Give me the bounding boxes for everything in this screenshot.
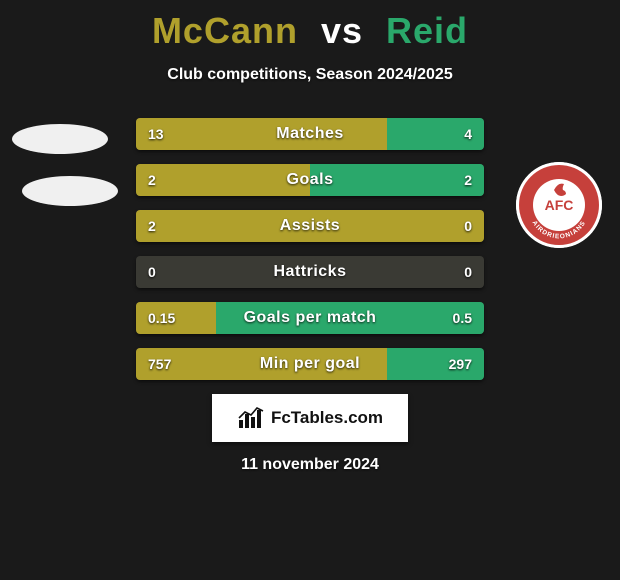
stat-label: Hattricks bbox=[136, 256, 484, 288]
stat-row: Hattricks0 0 bbox=[136, 256, 484, 288]
stat-label: Min per goal bbox=[136, 348, 484, 380]
subtitle: Club competitions, Season 2024/2025 bbox=[0, 66, 620, 84]
stat-value-right: 0.5 bbox=[453, 302, 472, 334]
stat-row: Matches13 4 bbox=[136, 118, 484, 150]
stat-value-left: 0.15 bbox=[148, 302, 175, 334]
stat-label: Matches bbox=[136, 118, 484, 150]
avatar-placeholder-2 bbox=[22, 176, 118, 206]
brand-icon bbox=[237, 406, 265, 430]
stat-value-right: 0 bbox=[464, 256, 472, 288]
player1-name: McCann bbox=[152, 10, 298, 51]
stat-label: Goals per match bbox=[136, 302, 484, 334]
date-label: 11 november 2024 bbox=[0, 456, 620, 474]
stat-value-left: 13 bbox=[148, 118, 164, 150]
brand-box: FcTables.com bbox=[212, 394, 408, 442]
avatar-placeholder-1 bbox=[12, 124, 108, 154]
stat-value-right: 297 bbox=[449, 348, 472, 380]
stat-row: Goals2 2 bbox=[136, 164, 484, 196]
player2-name: Reid bbox=[386, 10, 468, 51]
comparison-title: McCann vs Reid bbox=[0, 0, 620, 52]
stat-value-left: 757 bbox=[148, 348, 171, 380]
stat-label: Goals bbox=[136, 164, 484, 196]
vs-label: vs bbox=[321, 10, 363, 51]
stat-value-left: 2 bbox=[148, 164, 156, 196]
brand-text: FcTables.com bbox=[271, 408, 383, 428]
svg-text:AIRDRIEONIANS: AIRDRIEONIANS bbox=[531, 220, 588, 241]
stat-row: Min per goal757 297 bbox=[136, 348, 484, 380]
club-badge: AFC AIRDRIEONIANS bbox=[516, 162, 602, 248]
stat-value-left: 2 bbox=[148, 210, 156, 242]
stat-value-left: 0 bbox=[148, 256, 156, 288]
stat-label: Assists bbox=[136, 210, 484, 242]
stat-row: Assists2 0 bbox=[136, 210, 484, 242]
stat-value-right: 4 bbox=[464, 118, 472, 150]
stat-bars: Matches134Goals22Assists20Hattricks00Goa… bbox=[136, 118, 484, 394]
badge-text-top: AFC bbox=[545, 197, 574, 213]
stat-row: Goals per match0.15 0.5 bbox=[136, 302, 484, 334]
stat-value-right: 0 bbox=[464, 210, 472, 242]
stat-value-right: 2 bbox=[464, 164, 472, 196]
